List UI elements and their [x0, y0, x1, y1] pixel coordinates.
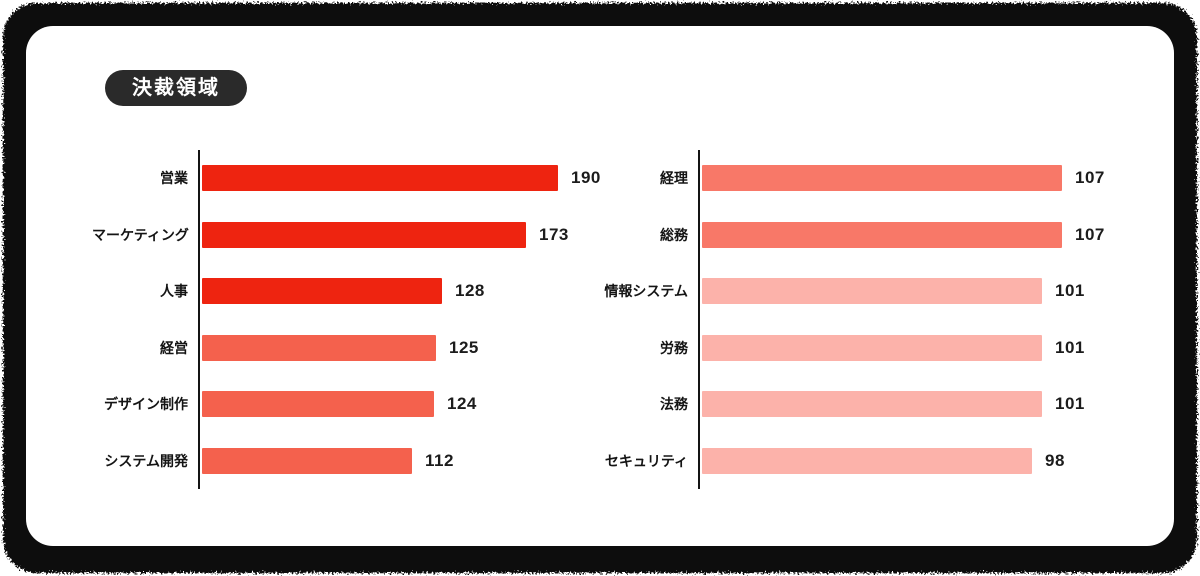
bar: [202, 447, 412, 474]
bar: [702, 221, 1062, 248]
bar-label: 営業: [160, 170, 188, 187]
bar-rows-right: 経理 107 総務 107 情報システム 101 労務 101 法務 101 セキュリティ 98: [592, 150, 1104, 489]
bar: [202, 165, 558, 192]
bar-value: 101: [1055, 337, 1085, 357]
bar-track: 107: [698, 150, 1104, 207]
bar-row: 情報システム 101: [592, 263, 1097, 320]
bar-value: 128: [455, 281, 485, 301]
bar-value: 112: [425, 450, 454, 470]
bar: [702, 447, 1032, 474]
bar-label: システム開発: [104, 452, 188, 469]
bar-track: 190: [198, 150, 600, 207]
bar-row: セキュリティ 98: [592, 432, 1097, 489]
bar-row: システム開発 112: [92, 432, 597, 489]
bar-value: 125: [449, 337, 479, 357]
bar-label: 労務: [660, 339, 688, 356]
bar-label: 法務: [660, 396, 688, 413]
bar-row: 総務 107: [592, 206, 1104, 263]
bar-row: 経営 125: [92, 319, 597, 376]
bar-row: 営業 190: [92, 150, 600, 207]
bar-value: 124: [447, 394, 477, 414]
bar: [702, 278, 1042, 305]
bar: [702, 391, 1042, 418]
bar-row: 経理 107: [592, 150, 1104, 207]
bar-label: 経営: [160, 339, 188, 356]
bar-value: 101: [1055, 281, 1085, 301]
bar-track: 128: [198, 263, 597, 320]
bar-label: 総務: [660, 226, 688, 243]
bar-track: 112: [198, 432, 597, 489]
bar: [202, 221, 526, 248]
bar-rows-left: 営業 190 マーケティング 173 人事 128 経営 125 デザイン制作 124 システム開発…: [92, 150, 600, 489]
bar-label: 経理: [660, 170, 688, 187]
bar: [702, 334, 1042, 361]
bar-row: 労務 101: [592, 319, 1097, 376]
bar-row: デザイン制作 124: [92, 376, 597, 433]
bar-track: 101: [698, 263, 1097, 320]
bar-chart-right-column: 経理 107 総務 107 情報システム 101 労務 101 法務 101 セキュリティ 98: [592, 150, 1104, 489]
bar-label: マーケティング: [92, 226, 189, 243]
bar-track: 101: [698, 319, 1097, 376]
bar-track: 173: [198, 206, 597, 263]
title-badge: 決裁領域: [105, 70, 247, 106]
bar-label: セキュリティ: [604, 452, 688, 469]
bar-track: 107: [698, 206, 1104, 263]
bar-track: 124: [198, 376, 597, 433]
bar-row: マーケティング 173: [92, 206, 597, 263]
bar-value: 101: [1055, 394, 1085, 414]
bar-track: 101: [698, 376, 1097, 433]
bar-row: 法務 101: [592, 376, 1097, 433]
bar-label: 人事: [160, 283, 188, 300]
bar: [202, 278, 442, 305]
bar: [202, 334, 436, 361]
bar: [202, 391, 434, 418]
bar-chart-left-column: 営業 190 マーケティング 173 人事 128 経営 125 デザイン制作 124 システム開発…: [92, 150, 600, 489]
bar: [702, 165, 1062, 192]
page-title: 決裁領域: [132, 77, 220, 99]
bar-label: 情報システム: [604, 283, 688, 300]
bar-label: デザイン制作: [104, 396, 188, 413]
bar-track: 98: [698, 432, 1097, 489]
bar-value: 173: [539, 224, 569, 244]
bar-track: 125: [198, 319, 597, 376]
bar-row: 人事 128: [92, 263, 597, 320]
bar-value: 98: [1045, 450, 1065, 470]
bar-value: 107: [1075, 224, 1105, 244]
bar-value: 107: [1075, 168, 1105, 188]
bar-value: 190: [571, 168, 601, 188]
